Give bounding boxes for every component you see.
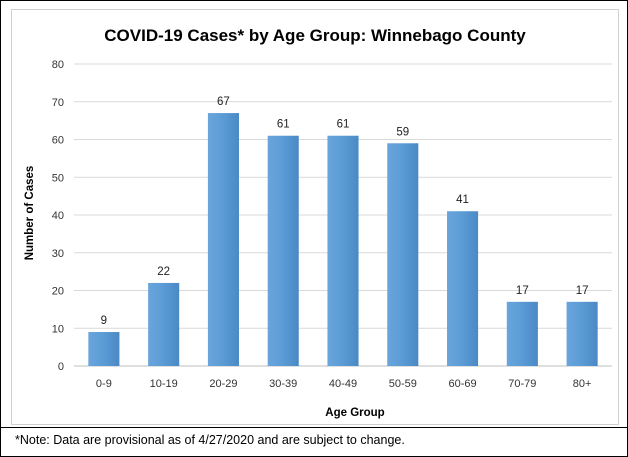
y-tick-label: 50 <box>52 172 64 184</box>
data-label-60-69: 41 <box>456 194 469 206</box>
data-label-40-49: 61 <box>337 119 350 131</box>
y-axis-title: Number of Cases <box>24 166 36 261</box>
x-tick-label-80+: 80+ <box>573 378 592 390</box>
chart-title: COVID-19 Cases* by Age Group: Winnebago … <box>104 26 526 45</box>
x-tick-label-10-19: 10-19 <box>150 378 178 390</box>
y-tick-label: 80 <box>52 59 64 71</box>
y-tick-label: 10 <box>52 323 64 335</box>
data-label-80+: 17 <box>576 285 589 297</box>
y-tick-label: 40 <box>52 210 64 222</box>
x-tick-label-30-39: 30-39 <box>269 378 297 390</box>
bar-50-59 <box>387 143 419 366</box>
footnote: *Note: Data are provisional as of 4/27/2… <box>15 433 405 447</box>
data-label-10-19: 22 <box>157 266 170 278</box>
y-tick-label: 60 <box>52 135 64 147</box>
x-tick-label-60-69: 60-69 <box>448 378 476 390</box>
y-tick-label: 0 <box>58 361 64 373</box>
bar-80+ <box>566 301 598 366</box>
y-tick-label: 70 <box>52 97 64 109</box>
data-labels: 9 22 67 61 61 59 41 17 17 <box>101 96 589 327</box>
bar-20-29 <box>207 113 239 366</box>
x-tick-label-40-49: 40-49 <box>329 378 357 390</box>
x-tick-label-0-9: 0-9 <box>96 378 112 390</box>
y-tick-label: 20 <box>52 286 64 298</box>
bar-0-9 <box>88 332 120 366</box>
x-tick-label-50-59: 50-59 <box>389 378 417 390</box>
bar-30-39 <box>267 135 299 366</box>
bars <box>88 113 598 366</box>
chart-area: 0 10 20 30 40 50 60 70 80 9 22 67 61 61 59 41 17 17 0-9 1… <box>11 9 619 425</box>
bar-40-49 <box>327 135 359 366</box>
bar-60-69 <box>447 211 479 366</box>
x-tick-label-70-79: 70-79 <box>508 378 536 390</box>
y-tick-label: 30 <box>52 248 64 260</box>
data-label-30-39: 61 <box>277 119 290 131</box>
data-label-70-79: 17 <box>516 285 529 297</box>
data-label-0-9: 9 <box>101 315 107 327</box>
data-label-50-59: 59 <box>396 126 409 138</box>
x-axis-title: Age Group <box>325 407 384 419</box>
bar-70-79 <box>506 301 538 366</box>
y-tick-labels: 0 10 20 30 40 50 60 70 80 <box>52 59 64 373</box>
x-tick-labels: 0-9 10-19 20-29 30-39 40-49 50-59 60-69 70-79 80… <box>96 378 592 390</box>
bar-10-19 <box>148 282 180 366</box>
divider <box>1 427 628 428</box>
data-label-20-29: 67 <box>217 96 230 108</box>
bar-chart: 0 10 20 30 40 50 60 70 80 9 22 67 61 61 59 41 17 17 0-9 1… <box>24 59 612 419</box>
x-tick-label-20-29: 20-29 <box>209 378 237 390</box>
